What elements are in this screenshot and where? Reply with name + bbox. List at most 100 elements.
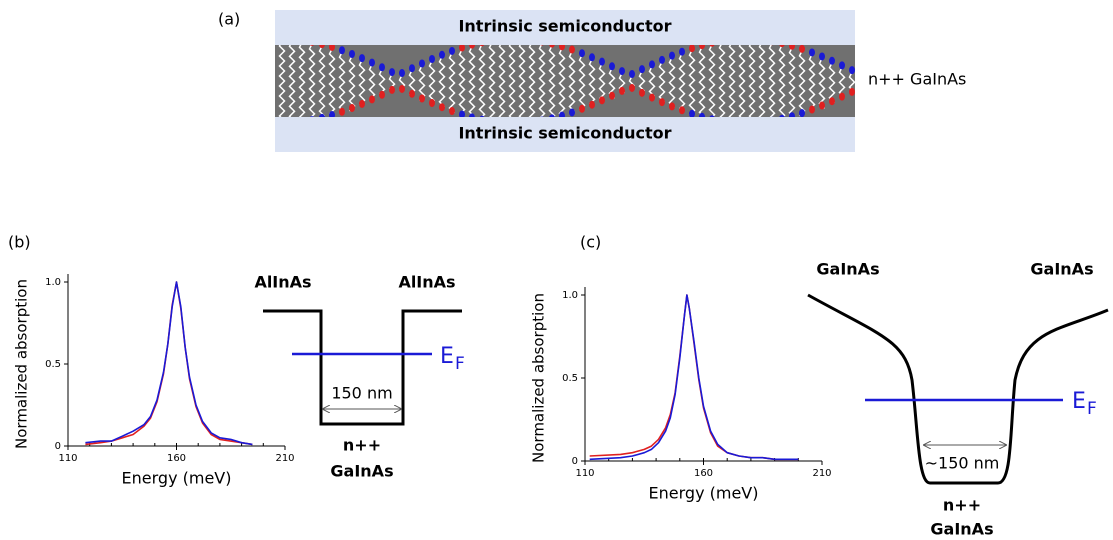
- wave: [808, 54, 816, 110]
- wave: [678, 53, 686, 110]
- barrier-label: AlInAs: [398, 273, 455, 292]
- wave: [488, 45, 496, 117]
- charge: [849, 87, 855, 96]
- charge: [699, 112, 705, 117]
- charge: [649, 93, 655, 102]
- charge: [709, 45, 715, 47]
- wave: [838, 67, 846, 98]
- y-tick-label: 0: [55, 441, 61, 452]
- x-tick-label: 110: [575, 468, 594, 479]
- charge: [799, 45, 805, 53]
- charge: [439, 103, 445, 112]
- wave: [418, 65, 426, 102]
- charge: [479, 115, 485, 117]
- spectrum-line: [589, 294, 799, 461]
- charge: [429, 55, 435, 64]
- charge: [839, 61, 845, 70]
- charge: [569, 45, 575, 54]
- fermi-label: F: [1087, 399, 1097, 419]
- charge: [449, 46, 455, 55]
- wave: [708, 45, 716, 117]
- charge: [379, 90, 385, 99]
- wave: [338, 51, 346, 113]
- wave: [668, 57, 676, 109]
- wave: [428, 60, 436, 102]
- charge: [619, 86, 625, 95]
- charge: [379, 63, 385, 72]
- charge: [329, 111, 335, 117]
- charge: [339, 46, 345, 55]
- wave: [738, 45, 746, 117]
- fermi-label: E: [440, 344, 454, 369]
- band-edge: [263, 309, 462, 426]
- x-tick-label: 160: [694, 468, 713, 479]
- plasmon-pattern: [278, 45, 855, 117]
- charge: [809, 48, 815, 57]
- wave: [578, 54, 586, 111]
- panel-label: (b): [8, 233, 31, 252]
- charge: [399, 69, 405, 78]
- wave: [368, 64, 376, 101]
- wave: [828, 62, 836, 104]
- charge: [689, 45, 695, 53]
- charge: [449, 107, 455, 116]
- charge: [699, 45, 705, 50]
- charge: [599, 57, 605, 66]
- wave: [778, 45, 786, 117]
- charge: [540, 116, 544, 117]
- wave: [728, 45, 736, 117]
- y-tick-label: 0.5: [45, 359, 61, 370]
- wave: [288, 45, 296, 117]
- wave: [478, 45, 486, 117]
- y-axis-label: Normalized absorption: [13, 279, 31, 449]
- fermi-label: E: [1072, 389, 1086, 414]
- wave: [438, 56, 446, 108]
- x-tick-label: 210: [812, 468, 831, 479]
- band-edge: [807, 293, 1109, 485]
- charge: [829, 56, 835, 65]
- charge: [310, 116, 314, 117]
- y-tick-label: 0: [572, 456, 578, 467]
- wave: [448, 52, 456, 114]
- wave: [688, 49, 696, 116]
- y-tick-label: 1.0: [45, 277, 61, 288]
- wave: [468, 46, 476, 117]
- wave: [528, 45, 536, 117]
- charge: [369, 58, 375, 67]
- charge: [709, 115, 715, 117]
- charge: [439, 50, 445, 59]
- charge: [799, 109, 805, 117]
- charge: [589, 100, 595, 109]
- wave: [548, 45, 556, 117]
- wave: [538, 45, 546, 117]
- layer-label: Intrinsic semiconductor: [458, 17, 671, 36]
- charge: [479, 45, 485, 47]
- wave: [818, 58, 826, 109]
- charge: [579, 104, 585, 113]
- wave: [498, 45, 506, 117]
- layer-label: Intrinsic semiconductor: [458, 124, 671, 143]
- y-tick-label: 0.5: [562, 373, 578, 384]
- well-label: GaInAs: [930, 520, 993, 539]
- charge: [639, 88, 645, 97]
- x-tick-label: 160: [167, 453, 186, 464]
- charge: [359, 99, 365, 108]
- charge: [419, 94, 425, 103]
- wave: [308, 45, 316, 117]
- wave: [378, 68, 386, 95]
- charge: [469, 113, 475, 117]
- wave: [568, 51, 576, 113]
- charge: [409, 64, 415, 73]
- charge: [579, 49, 585, 58]
- wave: [698, 46, 706, 117]
- wave: [508, 45, 516, 117]
- barrier-label: GaInAs: [1030, 260, 1093, 279]
- charge: [409, 89, 415, 98]
- charge: [459, 110, 465, 117]
- width-label: ~150 nm: [925, 454, 1000, 473]
- spectrum-line: [85, 281, 253, 446]
- charge: [829, 97, 835, 106]
- wave: [558, 48, 566, 117]
- charge: [349, 49, 355, 58]
- x-axis-label: Energy (meV): [649, 484, 759, 503]
